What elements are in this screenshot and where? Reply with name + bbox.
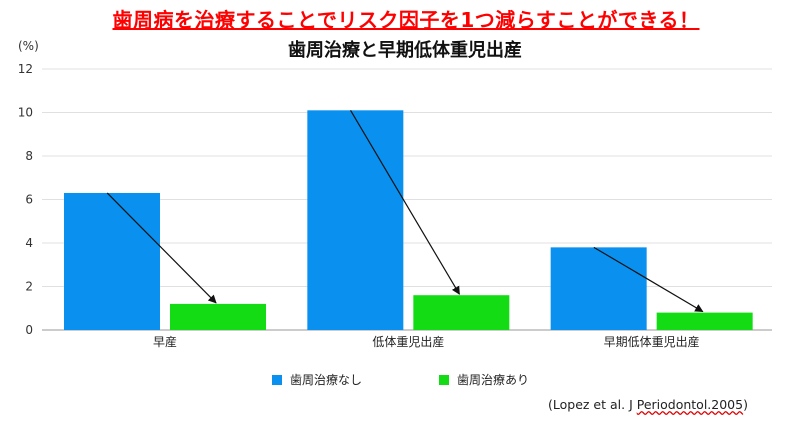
x-tick-label: 低体重児出産 <box>372 334 444 349</box>
citation-suffix: ) <box>743 397 748 412</box>
legend-label-no-treatment: 歯周治療なし <box>290 373 363 387</box>
legend-item-treatment: 歯周治療あり <box>439 371 529 388</box>
reduction-arrow <box>350 110 460 295</box>
y-tick-label: 12 <box>18 62 33 76</box>
citation-prefix: (Lopez et al. J <box>548 397 637 412</box>
bar-treatment <box>413 295 510 330</box>
x-tick-label: 早期低体重児出産 <box>604 334 700 349</box>
bar-treatment <box>170 303 266 330</box>
citation: (Lopez et al. J Periodontol.2005) <box>548 397 748 412</box>
y-tick-label: 4 <box>25 236 33 250</box>
chart-title: 歯周治療と早期低体重児出産 <box>288 40 522 61</box>
x-tick-label: 早産 <box>153 334 177 349</box>
y-tick-label: 8 <box>25 149 33 163</box>
bar-no-treatment <box>64 192 160 330</box>
y-unit-label: (%) <box>18 39 39 53</box>
legend-item-no-treatment: 歯周治療なし <box>272 371 362 388</box>
legend-swatch-no-treatment <box>272 374 282 385</box>
bar-no-treatment <box>550 247 647 330</box>
headline: 歯周病を治療することでリスク因子を1つ減らすことができる！ <box>112 8 700 32</box>
bar-no-treatment <box>307 110 404 330</box>
y-tick-label: 0 <box>25 323 33 337</box>
y-tick-label: 6 <box>25 193 33 207</box>
citation-journal: Periodontol.2005 <box>636 397 744 412</box>
y-tick-label: 10 <box>18 106 33 120</box>
legend-swatch-treatment <box>439 374 449 385</box>
bar-treatment <box>656 312 753 330</box>
y-tick-label: 2 <box>25 280 33 294</box>
reduction-arrow <box>593 246 704 313</box>
legend-label-treatment: 歯周治療あり <box>457 373 530 387</box>
reduction-arrow <box>106 192 217 304</box>
